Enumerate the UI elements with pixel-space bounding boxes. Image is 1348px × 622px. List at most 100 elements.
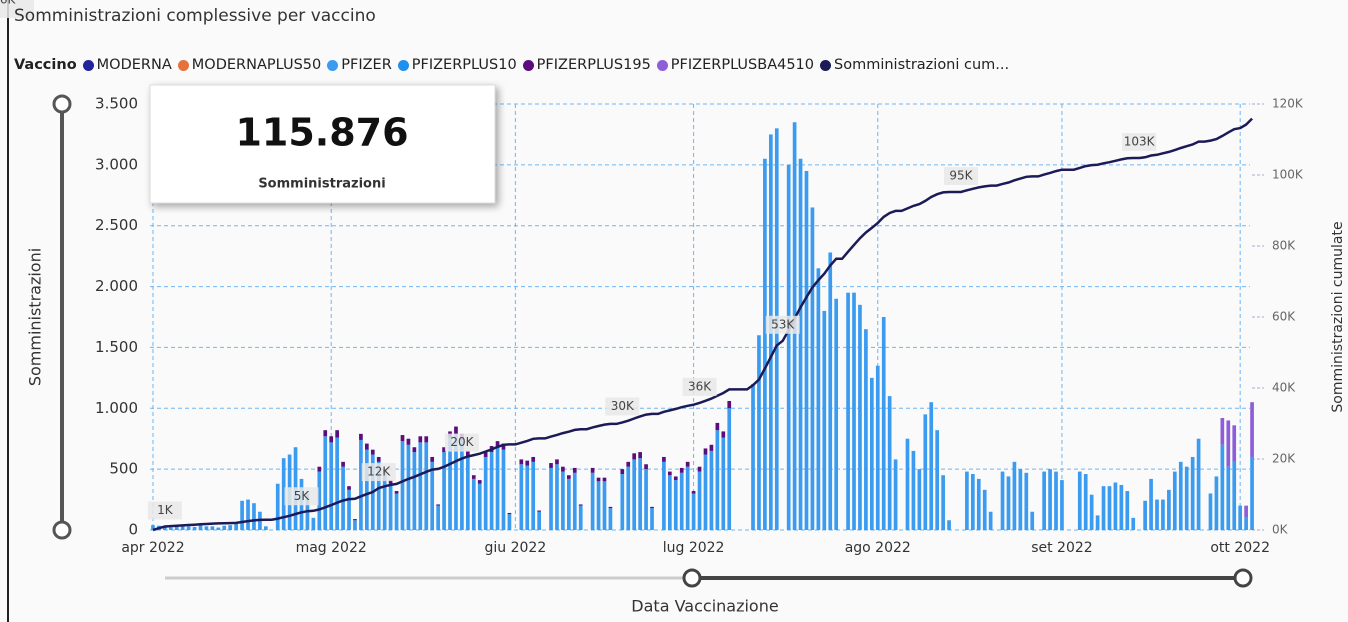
bar xyxy=(561,466,565,472)
bar xyxy=(727,408,732,530)
bar xyxy=(1131,517,1136,530)
bar xyxy=(537,510,541,512)
bar xyxy=(507,512,512,515)
bar xyxy=(1167,489,1171,530)
bar xyxy=(1089,494,1094,530)
bar xyxy=(935,430,940,530)
bar xyxy=(1054,471,1058,530)
bar xyxy=(1095,515,1100,530)
cumulative-line xyxy=(152,117,1253,532)
bar xyxy=(1208,493,1213,530)
bar xyxy=(644,464,648,470)
bar xyxy=(578,505,583,530)
bar xyxy=(210,526,215,530)
data-label: 116K xyxy=(0,0,17,7)
bar xyxy=(1250,402,1254,457)
y-tick-label: 3.000 xyxy=(95,155,138,173)
bar xyxy=(852,292,856,530)
bar xyxy=(1083,474,1088,530)
y-tick-label: 0 xyxy=(128,521,138,539)
bar xyxy=(1042,471,1046,530)
data-label: 1K xyxy=(157,503,174,517)
bar xyxy=(846,292,850,530)
bar xyxy=(317,471,322,530)
bar xyxy=(537,511,541,530)
chart-title: Somministrazioni complessive per vaccino xyxy=(14,6,376,26)
bar xyxy=(275,483,280,530)
bar xyxy=(424,442,429,530)
bar xyxy=(709,444,714,451)
data-label: 12K xyxy=(367,465,391,479)
bar xyxy=(941,475,945,530)
bar xyxy=(365,449,369,530)
bar xyxy=(448,437,452,530)
bar xyxy=(929,402,934,530)
data-label: 95K xyxy=(949,169,973,183)
bar xyxy=(1018,469,1023,530)
bar xyxy=(168,527,173,530)
bar xyxy=(412,452,417,530)
legend-item: PFIZERPLUSBA4510 xyxy=(656,57,815,73)
bar xyxy=(1149,478,1153,530)
x-tick-label: apr 2022 xyxy=(121,540,184,556)
bar xyxy=(406,444,411,530)
bar xyxy=(400,441,405,530)
bar xyxy=(875,365,880,530)
bar xyxy=(1232,425,1237,462)
bar xyxy=(483,456,488,530)
bar xyxy=(549,467,553,530)
bar xyxy=(1060,480,1064,530)
bar xyxy=(501,449,506,530)
bar xyxy=(1220,418,1225,445)
legend-label: MODERNA xyxy=(96,57,172,73)
bar xyxy=(590,472,595,530)
bar xyxy=(578,504,583,506)
y-slider-handle[interactable] xyxy=(52,520,72,540)
bar xyxy=(1172,471,1177,530)
legend-label: PFIZERPLUSBA4510 xyxy=(670,57,815,73)
bar xyxy=(489,452,494,530)
data-label: 53K xyxy=(771,317,795,331)
legend-swatch xyxy=(327,59,339,71)
bar xyxy=(596,481,601,530)
data-label-bg xyxy=(605,397,640,416)
bar xyxy=(887,396,892,530)
y2-tick-label: 60K xyxy=(1272,310,1296,324)
bar xyxy=(341,466,345,530)
bar xyxy=(555,459,559,465)
y-slider-handle[interactable] xyxy=(52,94,72,114)
bar xyxy=(673,476,678,481)
legend-item: MODERNA xyxy=(82,57,172,73)
bar xyxy=(347,486,351,490)
bar xyxy=(834,298,839,530)
bar xyxy=(858,304,862,530)
x-slider-handle[interactable] xyxy=(682,568,702,588)
bar xyxy=(947,520,951,530)
legend-item: Somministrazioni cum... xyxy=(820,57,1009,73)
bar xyxy=(644,469,648,530)
bar xyxy=(982,489,987,530)
bar xyxy=(1143,500,1147,530)
bar xyxy=(715,430,720,530)
bar xyxy=(216,527,221,530)
bar xyxy=(466,450,470,456)
bar xyxy=(786,164,791,530)
bar xyxy=(632,453,637,460)
bar xyxy=(804,170,809,530)
bar xyxy=(370,449,375,455)
x-slider-handle[interactable] xyxy=(1233,568,1253,588)
legend: Vaccino MODERNA MODERNAPLUS50 PFIZER PFIZERP… xyxy=(14,57,1015,73)
bar xyxy=(252,503,256,530)
bar xyxy=(329,442,334,530)
bar xyxy=(246,499,250,530)
bar xyxy=(412,447,417,453)
y2-tick-label: 80K xyxy=(1272,239,1296,253)
bar xyxy=(757,335,761,530)
data-label-bg xyxy=(361,463,396,482)
x-tick-label: giu 2022 xyxy=(485,540,547,556)
line-layer: 1K 5K 12K 20K 30K 36K 53K 95K 103K 116K xyxy=(0,0,1253,532)
y2-tick-label: 20K xyxy=(1272,452,1296,466)
data-label-bg xyxy=(682,377,717,396)
bar xyxy=(317,466,322,472)
